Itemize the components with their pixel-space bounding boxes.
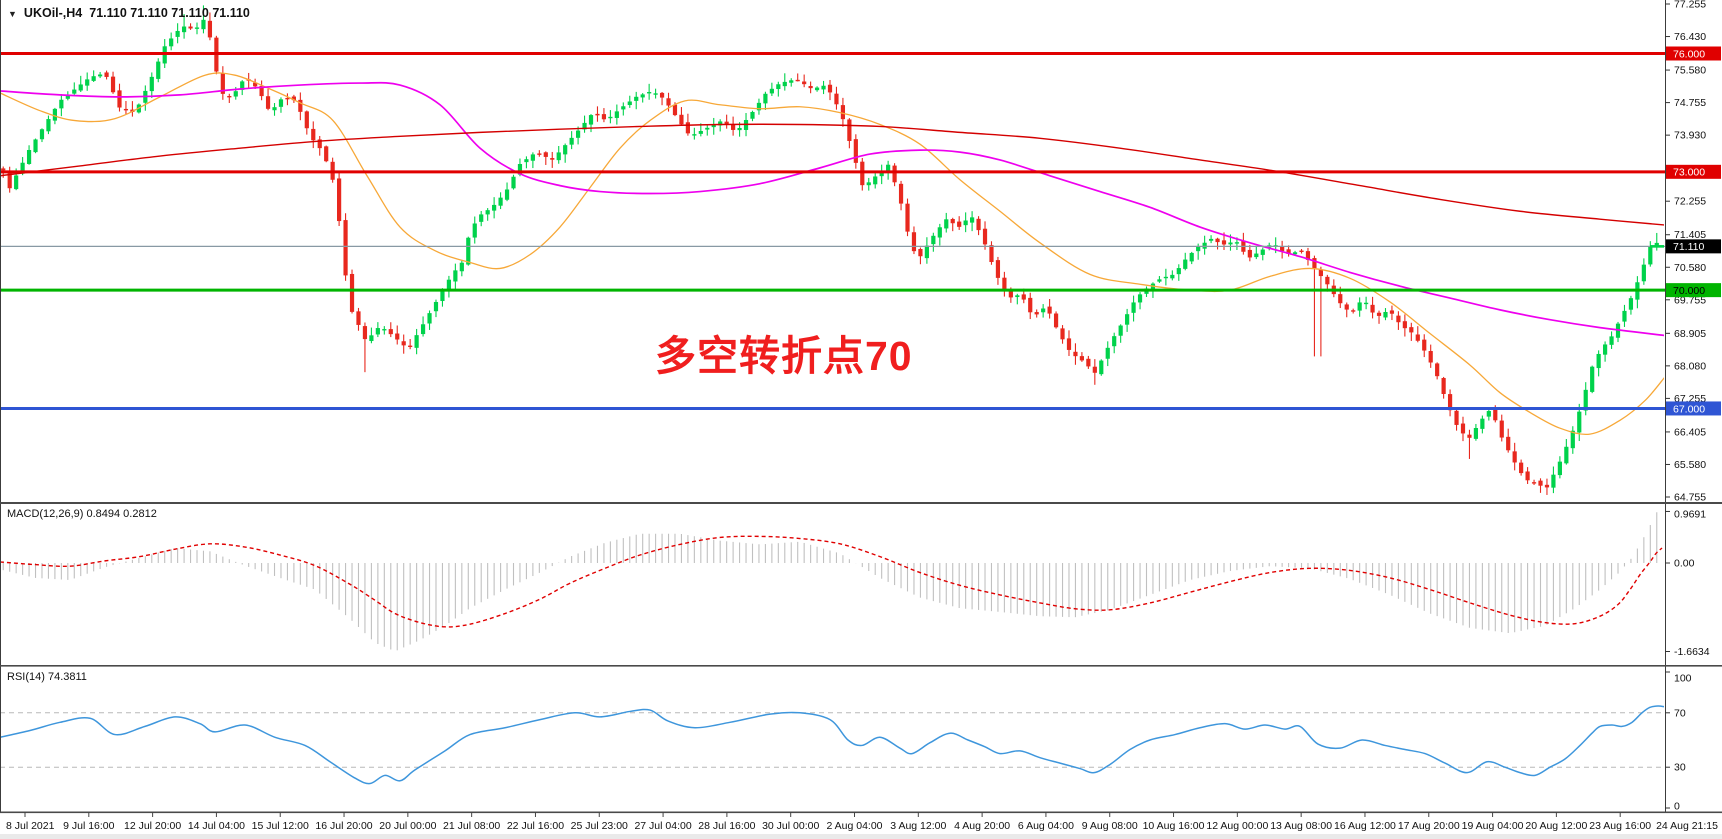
svg-text:22 Jul 16:00: 22 Jul 16:00 — [507, 820, 564, 832]
svg-text:74.755: 74.755 — [1674, 97, 1706, 109]
svg-text:9 Aug 08:00: 9 Aug 08:00 — [1082, 820, 1138, 832]
svg-text:9 Jul 16:00: 9 Jul 16:00 — [63, 820, 115, 832]
svg-text:67.000: 67.000 — [1673, 403, 1705, 415]
svg-text:70.580: 70.580 — [1674, 262, 1706, 274]
price-badge-73000: 73.000 — [1666, 164, 1721, 179]
svg-text:0.9691: 0.9691 — [1674, 509, 1706, 521]
annotation-text[interactable]: 多空转折点70 — [655, 333, 913, 379]
svg-text:14 Jul 04:00: 14 Jul 04:00 — [188, 820, 245, 832]
price-badge-76000: 76.000 — [1666, 46, 1721, 61]
svg-text:77.255: 77.255 — [1674, 0, 1706, 11]
svg-text:12 Jul 20:00: 12 Jul 20:00 — [124, 820, 181, 832]
macd-indicator-label: MACD(12,26,9) 0.8494 0.2812 — [7, 508, 157, 520]
chart-title-bar: ▼ UKOil-,H4 71.110 71.110 71.110 71.110 — [8, 6, 250, 20]
svg-text:27 Jul 04:00: 27 Jul 04:00 — [634, 820, 691, 832]
svg-text:8 Jul 2021: 8 Jul 2021 — [6, 820, 55, 832]
macd-histogram — [2, 512, 1658, 651]
svg-text:71.110: 71.110 — [1673, 241, 1704, 253]
price-axis-ticks: 77.255 76.430 75.580 74.755 73.930 72.255 71.4… — [1665, 0, 1706, 504]
svg-text:28 Jul 16:00: 28 Jul 16:00 — [698, 820, 755, 832]
svg-text:16 Jul 20:00: 16 Jul 20:00 — [315, 820, 372, 832]
rsi-level-lines — [0, 712, 1665, 768]
svg-text:73.000: 73.000 — [1673, 167, 1705, 179]
svg-text:20 Jul 00:00: 20 Jul 00:00 — [379, 820, 436, 832]
rsi-axis-labels: 100 70 30 0 — [1665, 671, 1692, 813]
svg-text:19 Aug 04:00: 19 Aug 04:00 — [1462, 820, 1524, 832]
svg-text:30: 30 — [1674, 762, 1686, 774]
quote-values-label: 71.110 71.110 71.110 71.110 — [89, 6, 250, 20]
svg-text:2 Aug 04:00: 2 Aug 04:00 — [826, 820, 882, 832]
symbol-timeframe-label: UKOil-,H4 — [23, 6, 83, 20]
symbol-dropdown-icon[interactable]: ▼ — [8, 8, 17, 19]
macd-signal-line — [1, 535, 1663, 628]
svg-text:21 Jul 08:00: 21 Jul 08:00 — [443, 820, 500, 832]
price-badge-67000: 67.000 — [1666, 401, 1721, 416]
svg-text:0.00: 0.00 — [1674, 558, 1695, 570]
ma-orange-line — [1, 72, 1664, 436]
svg-text:30 Jul 00:00: 30 Jul 00:00 — [762, 820, 819, 832]
svg-text:24 Aug 21:15: 24 Aug 21:15 — [1656, 820, 1718, 832]
svg-text:15 Jul 12:00: 15 Jul 12:00 — [252, 820, 309, 832]
ma-red-line — [1, 123, 1664, 226]
svg-text:70.000: 70.000 — [1673, 285, 1705, 297]
svg-text:71.405: 71.405 — [1674, 229, 1706, 241]
svg-text:25 Jul 23:00: 25 Jul 23:00 — [571, 820, 628, 832]
svg-text:66.405: 66.405 — [1674, 426, 1706, 438]
time-axis: 8 Jul 2021 9 Jul 16:00 12 Jul 20:00 14 Jul … — [6, 812, 1718, 832]
svg-text:-1.6634: -1.6634 — [1674, 646, 1710, 658]
svg-text:6 Aug 04:00: 6 Aug 04:00 — [1018, 820, 1074, 832]
svg-text:4 Aug 20:00: 4 Aug 20:00 — [954, 820, 1010, 832]
svg-text:13 Aug 08:00: 13 Aug 08:00 — [1270, 820, 1332, 832]
price-badge-70000: 70.000 — [1666, 283, 1721, 298]
svg-text:12 Aug 00:00: 12 Aug 00:00 — [1206, 820, 1268, 832]
svg-text:16 Aug 12:00: 16 Aug 12:00 — [1334, 820, 1396, 832]
svg-text:100: 100 — [1674, 673, 1692, 685]
svg-text:65.580: 65.580 — [1674, 459, 1706, 471]
svg-text:75.580: 75.580 — [1674, 65, 1706, 77]
svg-text:10 Aug 16:00: 10 Aug 16:00 — [1143, 820, 1205, 832]
ma-magenta-line — [1, 81, 1664, 337]
svg-text:0: 0 — [1674, 801, 1680, 813]
macd-axis-labels: 0.9691 0.00 -1.6634 — [1665, 509, 1710, 658]
svg-text:72.255: 72.255 — [1674, 196, 1706, 208]
rsi-indicator-label: RSI(14) 74.3811 — [7, 671, 87, 683]
svg-text:20 Aug 12:00: 20 Aug 12:00 — [1525, 820, 1587, 832]
svg-text:76.000: 76.000 — [1673, 48, 1705, 60]
svg-text:68.905: 68.905 — [1674, 328, 1706, 340]
svg-text:3 Aug 12:00: 3 Aug 12:00 — [890, 820, 946, 832]
svg-text:76.430: 76.430 — [1674, 31, 1706, 43]
svg-text:73.930: 73.930 — [1674, 130, 1706, 142]
svg-text:68.080: 68.080 — [1674, 360, 1706, 372]
svg-text:17 Aug 20:00: 17 Aug 20:00 — [1398, 820, 1460, 832]
rsi-line — [1, 705, 1664, 785]
svg-text:23 Aug 16:00: 23 Aug 16:00 — [1589, 820, 1651, 832]
svg-text:70: 70 — [1674, 707, 1686, 719]
svg-text:69.755: 69.755 — [1674, 294, 1706, 306]
svg-text:64.755: 64.755 — [1674, 492, 1706, 504]
price-badge-71110: 71.110 — [1666, 239, 1721, 254]
